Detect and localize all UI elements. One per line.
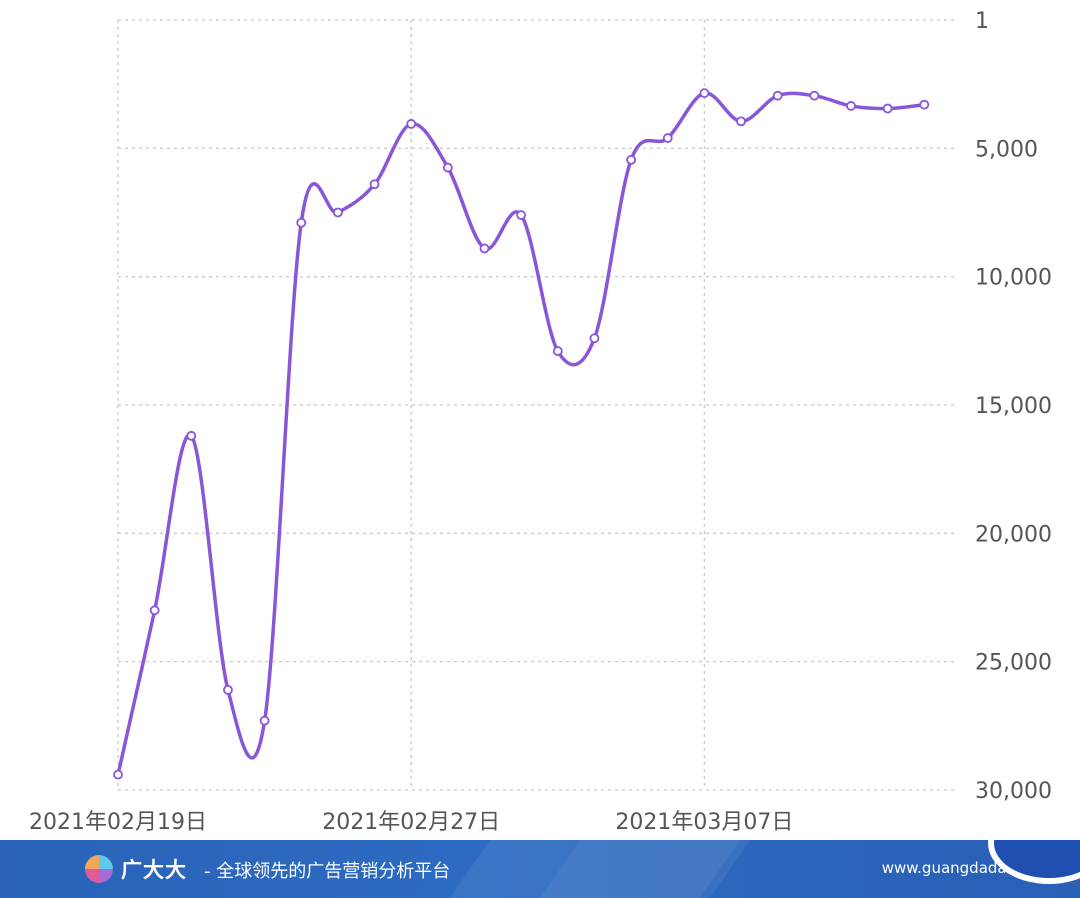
data-point [699, 88, 710, 99]
data-point [296, 217, 307, 228]
series-line [116, 91, 927, 777]
data-point [919, 99, 930, 110]
y-tick-label: 25,000 [975, 651, 1052, 676]
data-point [809, 90, 820, 101]
data-point [406, 119, 417, 129]
series-layer [113, 88, 930, 780]
data-point [626, 154, 636, 165]
data-point [662, 133, 673, 143]
data-point [772, 90, 783, 101]
data-point [113, 769, 123, 780]
y-tick-label: 1 [975, 9, 989, 34]
brand-slogan: - 全球领先的广告营销分析平台 [204, 861, 451, 882]
data-point [736, 116, 746, 127]
data-point [552, 346, 563, 356]
ranking-line-chart: 15,00010,00015,00020,00025,00030,0002021… [29, 9, 1052, 835]
data-point [516, 210, 527, 220]
brand-name: 广大大 [121, 858, 187, 882]
data-point [882, 103, 893, 114]
y-tick-label: 10,000 [975, 266, 1052, 291]
footer-corner-decoration [988, 840, 1080, 884]
x-tick-label: 2021年02月19日 [29, 810, 207, 835]
data-point [223, 684, 233, 695]
data-point [186, 430, 197, 441]
data-point [332, 207, 343, 218]
x-tick-label: 2021年03月07日 [615, 810, 793, 835]
data-point [479, 243, 490, 254]
axis-labels: 15,00010,00015,00020,00025,00030,0002021… [29, 9, 1052, 835]
data-point [442, 162, 453, 173]
guangdada-logo-icon [85, 855, 113, 883]
data-point [846, 101, 856, 111]
data-point [369, 179, 380, 190]
x-tick-label: 2021年02月27日 [322, 810, 500, 835]
data-point [259, 715, 270, 726]
y-tick-label: 15,000 [975, 394, 1052, 419]
y-tick-label: 5,000 [975, 137, 1038, 162]
y-tick-label: 30,000 [975, 779, 1052, 804]
footer-banner: 广大大 - 全球领先的广告营销分析平台 www.guangdada.net [0, 840, 1080, 898]
y-tick-label: 20,000 [975, 522, 1052, 547]
grid-lines [117, 19, 958, 791]
data-point [589, 333, 600, 344]
data-point [149, 605, 160, 616]
